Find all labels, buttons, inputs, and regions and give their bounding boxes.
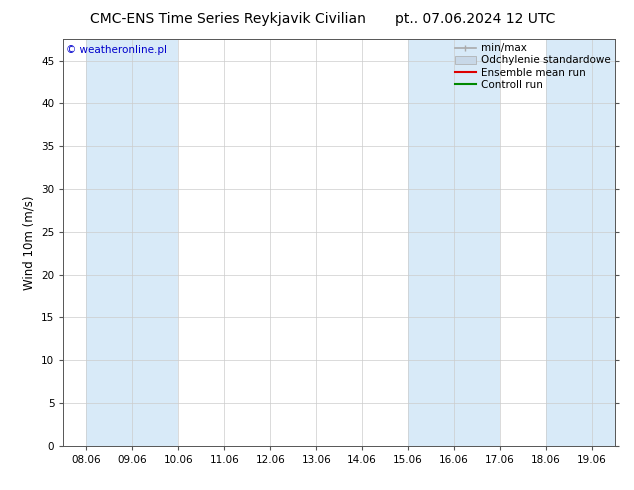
Bar: [86, 39, 178, 446]
Text: © weatheronline.pl: © weatheronline.pl: [66, 45, 167, 55]
Text: CMC-ENS Time Series Reykjavik Civilian: CMC-ENS Time Series Reykjavik Civilian: [90, 12, 366, 26]
Text: pt.. 07.06.2024 12 UTC: pt.. 07.06.2024 12 UTC: [396, 12, 555, 26]
Bar: [546, 39, 619, 446]
Legend: min/max, Odchylenie standardowe, Ensemble mean run, Controll run: min/max, Odchylenie standardowe, Ensembl…: [453, 41, 613, 92]
Bar: [408, 39, 500, 446]
Y-axis label: Wind 10m (m/s): Wind 10m (m/s): [23, 196, 36, 290]
